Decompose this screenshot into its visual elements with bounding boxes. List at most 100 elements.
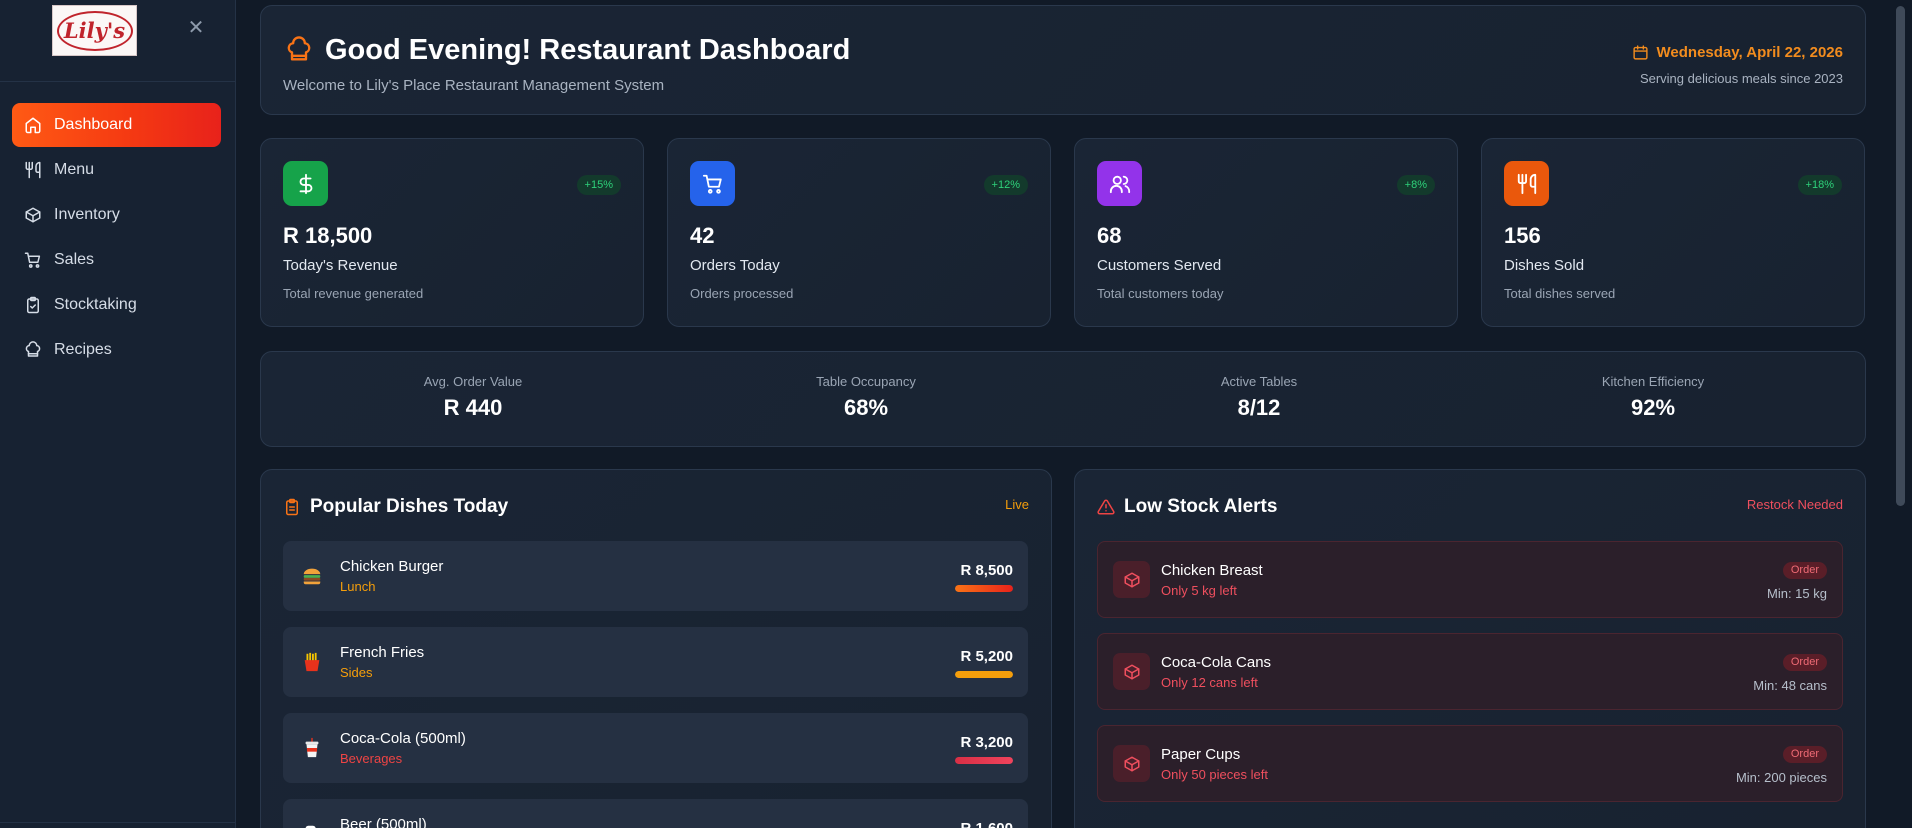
dashboard-header: Good Evening! Restaurant Dashboard Welco…	[260, 5, 1866, 115]
page-title: Good Evening! Restaurant Dashboard	[325, 34, 851, 66]
stat-subtext: Total customers today	[1097, 286, 1224, 301]
clipboard-icon	[286, 498, 298, 516]
stock-item-remaining: Only 5 kg left	[1161, 583, 1237, 598]
dish-row[interactable]: Coca-Cola (500ml) Beverages R 3,200	[283, 713, 1028, 783]
page-scrollbar[interactable]	[1890, 0, 1912, 828]
sidebar-item-label: Dashboard	[54, 116, 133, 133]
dish-revenue: R 3,200	[960, 734, 1013, 751]
dish-revenue: R 8,500	[960, 562, 1013, 579]
order-button[interactable]: Order	[1782, 654, 1827, 671]
sidebar-item-inventory[interactable]: Inventory	[12, 193, 221, 237]
dish-revenue: R 5,200	[960, 648, 1013, 665]
sidebar-nav: Dashboard Menu Inventory Sales Stocktaki…	[12, 103, 221, 373]
sidebar-item-label: Stocktaking	[54, 296, 137, 313]
date-text: Wednesday, April 22, 2026	[1656, 44, 1843, 61]
stat-icon-box	[1504, 161, 1549, 206]
dish-row[interactable]: Chicken Burger Lunch R 8,500	[283, 541, 1028, 611]
sidebar-item-label: Menu	[54, 161, 95, 178]
package-icon	[1124, 664, 1139, 679]
dish-progress-fill	[955, 757, 1013, 764]
sidebar-item-label: Recipes	[54, 341, 112, 358]
dish-name: Beer (500ml)	[340, 816, 427, 828]
stock-item-remaining: Only 12 cans left	[1161, 675, 1258, 690]
stat-value: R 18,500	[283, 223, 373, 248]
utensils-icon	[25, 161, 41, 179]
dish-category: Sides	[340, 665, 373, 680]
sidebar-item-recipes[interactable]: Recipes	[12, 328, 221, 372]
sidebar-header: Lily's ✕	[0, 0, 235, 82]
change-badge: +15%	[576, 175, 621, 195]
users-icon	[1109, 175, 1130, 193]
metric-value: 68%	[843, 395, 889, 420]
stat-value: 42	[690, 223, 715, 248]
alert-icon-box	[1113, 561, 1150, 598]
date-display: Wednesday, April 22, 2026	[1632, 44, 1843, 61]
metric-label: Active Tables	[1220, 374, 1298, 389]
dish-name: Coca-Cola (500ml)	[340, 730, 466, 747]
alert-icon-box	[1113, 653, 1150, 690]
stat-subtext: Total dishes served	[1504, 286, 1616, 301]
fries-icon	[304, 652, 320, 672]
sidebar-item-label: Sales	[54, 251, 95, 268]
stock-alert-item: Coca-Cola Cans Only 12 cans left Order M…	[1097, 633, 1843, 710]
sidebar-item-label: Inventory	[54, 206, 120, 223]
sidebar-item-sales[interactable]: Sales	[12, 238, 221, 282]
stock-item-name: Paper Cups	[1161, 746, 1241, 763]
sidebar-item-dashboard[interactable]: Dashboard	[12, 103, 221, 147]
logo-ring: Lily's	[56, 10, 133, 51]
stat-subtext: Total revenue generated	[283, 286, 424, 301]
stock-item-name: Coca-Cola Cans	[1161, 654, 1272, 671]
cup-icon	[305, 737, 319, 758]
dish-revenue: R 1,600	[960, 820, 1013, 828]
stat-card-customers: +8% 68 Customers Served Total customers …	[1074, 138, 1458, 327]
warning-icon	[1097, 499, 1115, 515]
stat-icon-box	[283, 161, 328, 206]
logo[interactable]: Lily's	[52, 5, 137, 56]
dish-row[interactable]: French Fries Sides R 5,200	[283, 627, 1028, 697]
metric-active-tables: Active Tables 8/12	[1109, 374, 1409, 421]
clipboard-check-icon	[27, 296, 39, 314]
stat-icon-box	[1097, 161, 1142, 206]
panel-title-text: Popular Dishes Today	[310, 496, 509, 517]
order-button[interactable]: Order	[1782, 562, 1827, 579]
metric-label: Kitchen Efficiency	[1601, 374, 1705, 389]
order-button[interactable]: Order	[1782, 746, 1827, 763]
panel-title: Popular Dishes Today	[283, 496, 508, 518]
metric-avg-order: Avg. Order Value R 440	[323, 374, 623, 421]
utensils-icon	[1517, 173, 1536, 194]
calendar-icon	[1632, 45, 1648, 60]
sidebar-item-stocktaking[interactable]: Stocktaking	[12, 283, 221, 327]
logo-text: Lily's	[63, 18, 126, 43]
alert-icon-box	[1113, 745, 1150, 782]
close-icon[interactable]: ✕	[187, 17, 205, 39]
stat-value: 68	[1097, 223, 1122, 248]
sidebar-footer	[0, 822, 236, 828]
dollar-icon	[299, 173, 312, 194]
restock-tag: Restock Needed	[1746, 497, 1843, 512]
metric-value: 92%	[1630, 395, 1676, 420]
chef-hat-icon	[287, 36, 311, 61]
stock-item-minimum: Min: 15 kg	[1767, 586, 1827, 601]
stock-alert-item: Chicken Breast Only 5 kg left Order Min:…	[1097, 541, 1843, 618]
stock-item-remaining: Only 50 pieces left	[1161, 767, 1268, 782]
change-badge: +12%	[983, 175, 1028, 195]
metric-table-occupancy: Table Occupancy 68%	[716, 374, 1016, 421]
sidebar-item-menu[interactable]: Menu	[12, 148, 221, 192]
metric-value: 8/12	[1237, 395, 1281, 420]
dish-progress-bar	[955, 585, 1013, 592]
stat-label: Dishes Sold	[1504, 257, 1585, 274]
stock-alert-item: Paper Cups Only 50 pieces left Order Min…	[1097, 725, 1843, 802]
stat-card-dishes: +18% 156 Dishes Sold Total dishes served	[1481, 138, 1865, 327]
stat-label: Customers Served	[1097, 257, 1222, 274]
stat-subtext: Orders processed	[690, 286, 794, 301]
cart-icon	[702, 174, 722, 194]
dish-progress-bar	[955, 757, 1013, 764]
metric-value: R 440	[443, 395, 503, 420]
change-badge: +8%	[1396, 175, 1435, 195]
scrollbar-thumb[interactable]	[1896, 6, 1905, 506]
since-text: Serving delicious meals since 2023	[1639, 71, 1843, 86]
dish-progress-fill	[955, 671, 1013, 678]
beer-icon	[305, 825, 316, 828]
dish-row[interactable]: Beer (500ml) R 1,600	[283, 799, 1028, 828]
change-badge: +18%	[1797, 175, 1842, 195]
